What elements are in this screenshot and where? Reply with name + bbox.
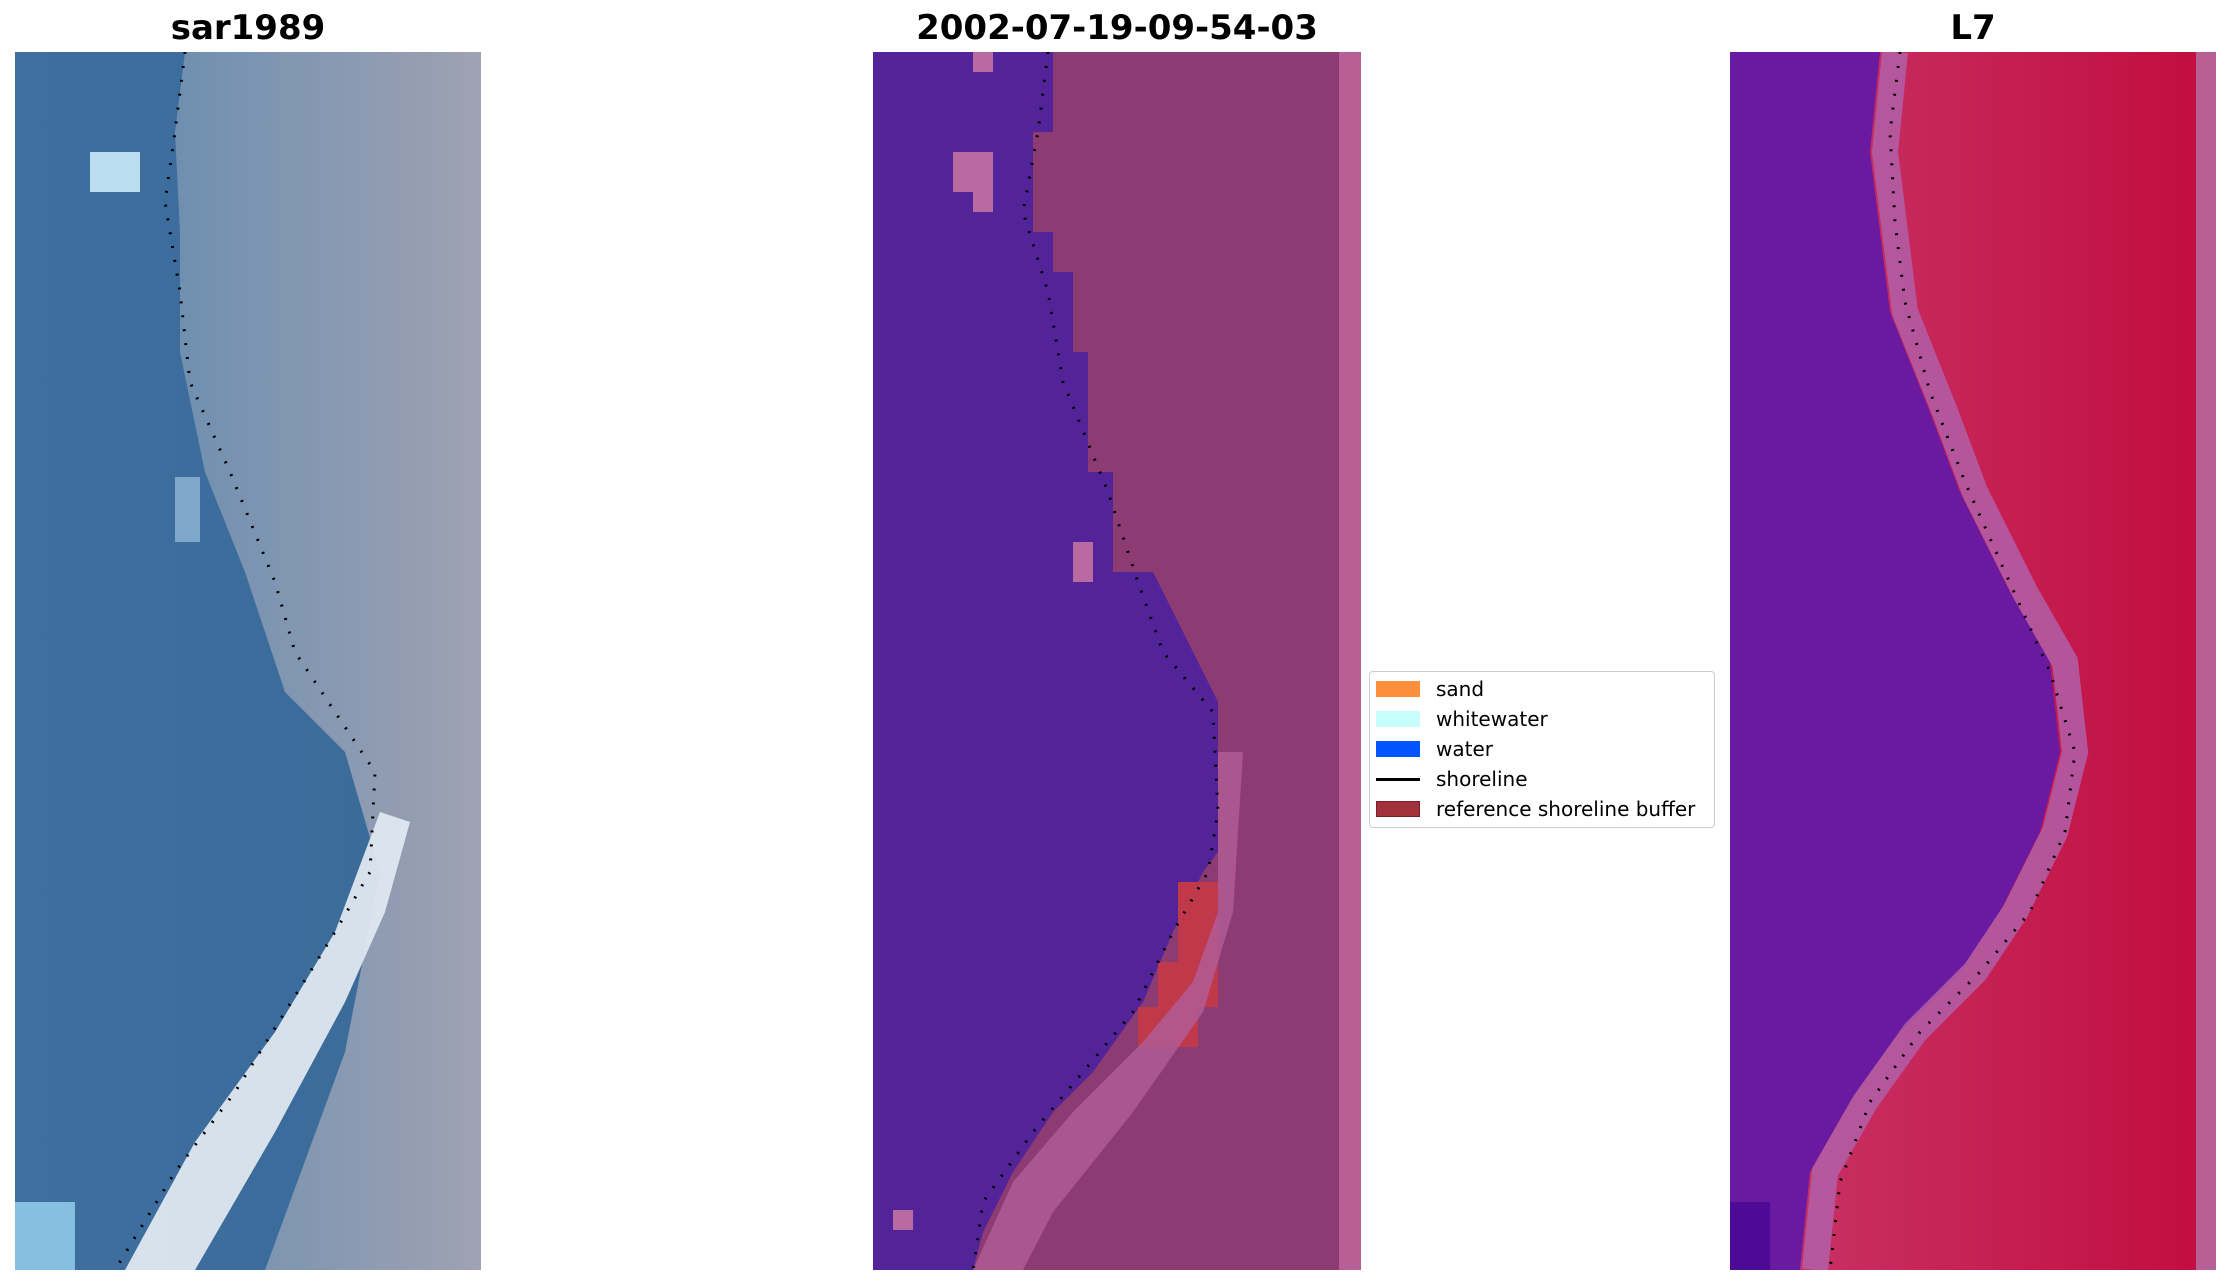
left-panel-title: sar1989 bbox=[170, 8, 326, 48]
dark-water-patch bbox=[1730, 1202, 1770, 1270]
land-area bbox=[175, 52, 481, 1270]
light-patch bbox=[175, 477, 200, 542]
legend-label-shoreline: shoreline bbox=[1436, 767, 1528, 791]
legend-label-reference-buffer: reference shoreline buffer bbox=[1436, 797, 1696, 821]
right-panel-title: L7 bbox=[1950, 8, 1996, 48]
middle-panel-title: 2002-07-19-09-54-03 bbox=[916, 8, 1318, 48]
whitewater-swatch bbox=[1376, 711, 1420, 727]
reference-buffer-swatch bbox=[1376, 801, 1420, 817]
isolated-pixel bbox=[973, 52, 993, 72]
legend-item-shoreline: shoreline bbox=[1376, 765, 1528, 793]
water-area-right bbox=[1730, 52, 2060, 1270]
sand-edge bbox=[973, 752, 1243, 1270]
water-swatch bbox=[1376, 741, 1420, 757]
shoreline-right bbox=[1828, 52, 2077, 1270]
legend-label-whitewater: whitewater bbox=[1436, 707, 1548, 731]
legend-item-sand: sand bbox=[1376, 675, 1484, 703]
shoreline-swatch bbox=[1376, 777, 1420, 781]
right-edge-strip bbox=[1339, 52, 1361, 1270]
water-class-area bbox=[873, 52, 1218, 1270]
legend-item-reference-buffer: reference shoreline buffer bbox=[1376, 795, 1695, 823]
sand-swatch bbox=[1376, 681, 1420, 697]
right-edge-strip bbox=[2196, 52, 2216, 1270]
isolated-pixel bbox=[953, 152, 993, 192]
legend-item-whitewater: whitewater bbox=[1376, 705, 1548, 733]
bright-patch bbox=[90, 152, 140, 192]
corner-patch bbox=[15, 1202, 75, 1270]
shoreline-left bbox=[113, 52, 377, 1270]
legend-label-sand: sand bbox=[1436, 677, 1485, 701]
whitewater-strip bbox=[125, 812, 410, 1270]
legend: sand whitewater water shoreline referenc… bbox=[1369, 671, 1715, 828]
rgb-image-panel bbox=[15, 52, 481, 1270]
isolated-pixel bbox=[973, 192, 993, 212]
legend-item-water: water bbox=[1376, 735, 1493, 763]
classification-panel bbox=[873, 52, 1361, 1270]
isolated-pixel bbox=[893, 1210, 913, 1230]
legend-label-water: water bbox=[1436, 737, 1493, 761]
isolated-pixel bbox=[1073, 542, 1093, 582]
index-image-panel bbox=[1730, 52, 2216, 1270]
transition-band bbox=[1802, 52, 2089, 1270]
